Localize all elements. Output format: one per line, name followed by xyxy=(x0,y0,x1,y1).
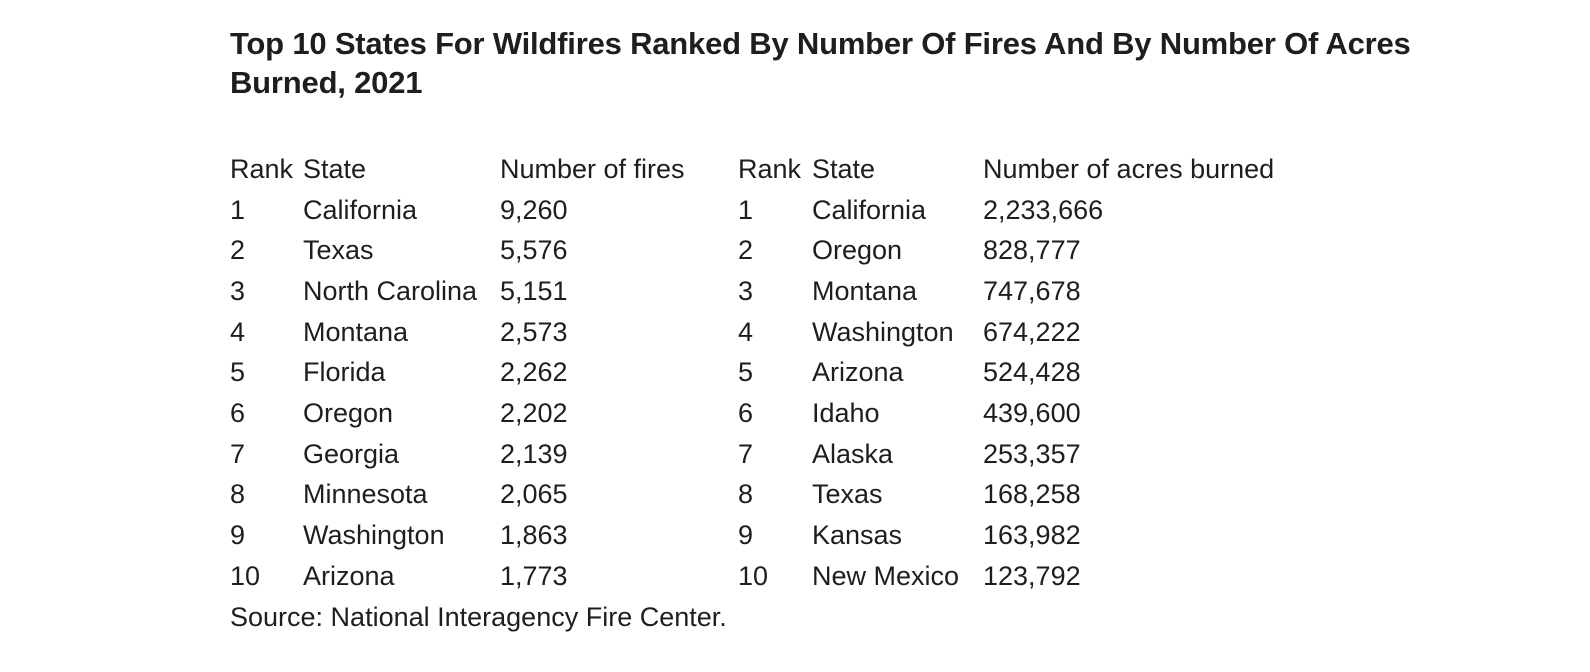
acres-value-cell: 163,982 xyxy=(983,520,1081,551)
acres-state-cell: Washington xyxy=(812,316,954,347)
page-title: Top 10 States For Wildfires Ranked By Nu… xyxy=(230,24,1411,102)
fires-state-cell: Washington xyxy=(303,520,445,551)
acres-rank-cell: 7 xyxy=(738,438,754,469)
fires-state-cell: Oregon xyxy=(303,397,394,428)
fires-rank-cell: 9 xyxy=(230,520,246,551)
fires-rank-cell: 8 xyxy=(230,479,246,510)
acres-state-cell: New Mexico xyxy=(812,560,960,591)
fires-value-cell: 1,863 xyxy=(500,520,568,551)
acres-state-cell: Oregon xyxy=(812,235,903,266)
acres-state-header: State xyxy=(812,153,876,184)
acres-rank-cell: 2 xyxy=(738,235,754,266)
acres-rank-cell: 6 xyxy=(738,397,754,428)
fires-state-cell: California xyxy=(303,194,418,225)
acres-state-cell: Arizona xyxy=(812,357,904,388)
fires-value-cell: 5,151 xyxy=(500,275,568,306)
table-row: 2 Texas 5,576 2 Oregon 828,777 xyxy=(230,230,1411,271)
fires-rank-cell: 1 xyxy=(230,194,246,225)
acres-rank-cell: 10 xyxy=(738,560,769,591)
acres-value-cell: 828,777 xyxy=(983,235,1081,266)
page-title-line-1: Top 10 States For Wildfires Ranked By Nu… xyxy=(230,26,1411,61)
acres-state-cell: Texas xyxy=(812,479,883,510)
fires-rank-cell: 6 xyxy=(230,397,246,428)
acres-value-cell: 168,258 xyxy=(983,479,1081,510)
fires-state-cell: Montana xyxy=(303,316,409,347)
acres-rank-cell: 9 xyxy=(738,520,754,551)
acres-rank-cell: 5 xyxy=(738,357,754,388)
fires-state-cell: Georgia xyxy=(303,438,400,469)
table-row: 7 Georgia 2,139 7 Alaska 253,357 xyxy=(230,434,1411,475)
fires-value-cell: 2,139 xyxy=(500,438,568,469)
acres-value-cell: 524,428 xyxy=(983,357,1081,388)
fires-value-cell: 2,573 xyxy=(500,316,568,347)
acres-value-cell: 439,600 xyxy=(983,397,1081,428)
fires-rank-cell: 5 xyxy=(230,357,246,388)
fires-rank-cell: 10 xyxy=(230,560,261,591)
fires-state-cell: North Carolina xyxy=(303,275,478,306)
acres-rank-cell: 3 xyxy=(738,275,754,306)
fires-value-cell: 2,202 xyxy=(500,397,568,428)
table-row: 6 Oregon 2,202 6 Idaho 439,600 xyxy=(230,393,1411,434)
table-row: 4 Montana 2,573 4 Washington 674,222 xyxy=(230,312,1411,353)
fires-rank-cell: 7 xyxy=(230,438,246,469)
table-row: 5 Florida 2,262 5 Arizona 524,428 xyxy=(230,352,1411,393)
acres-value-header: Number of acres burned xyxy=(983,153,1275,184)
fires-value-cell: 1,773 xyxy=(500,560,568,591)
acres-rank-cell: 4 xyxy=(738,316,754,347)
fires-state-cell: Minnesota xyxy=(303,479,428,510)
acres-state-cell: Alaska xyxy=(812,438,894,469)
acres-state-cell: Idaho xyxy=(812,397,880,428)
acres-value-cell: 253,357 xyxy=(983,438,1081,469)
fires-state-cell: Texas xyxy=(303,235,374,266)
table-row: 3 North Carolina 5,151 3 Montana 747,678 xyxy=(230,271,1411,312)
acres-state-cell: California xyxy=(812,194,927,225)
fires-state-cell: Arizona xyxy=(303,560,395,591)
table-row: 9 Washington 1,863 9 Kansas 163,982 xyxy=(230,515,1411,556)
document-content: Top 10 States For Wildfires Ranked By Nu… xyxy=(230,24,1411,637)
fires-value-cell: 5,576 xyxy=(500,235,568,266)
acres-state-cell: Kansas xyxy=(812,520,903,551)
acres-rank-cell: 8 xyxy=(738,479,754,510)
acres-state-cell: Montana xyxy=(812,275,918,306)
fires-rank-cell: 4 xyxy=(230,316,246,347)
table-row: 8 Minnesota 2,065 8 Texas 168,258 xyxy=(230,475,1411,516)
fires-rank-cell: 3 xyxy=(230,275,246,306)
table-body: 1 California 9,260 1 California 2,233,66… xyxy=(230,190,1411,597)
acres-value-cell: 123,792 xyxy=(983,560,1081,591)
fires-value-cell: 9,260 xyxy=(500,194,568,225)
acres-rank-header: Rank xyxy=(738,153,802,184)
fires-value-cell: 2,065 xyxy=(500,479,568,510)
fires-state-cell: Florida xyxy=(303,357,386,388)
table-row: 1 California 9,260 1 California 2,233,66… xyxy=(230,190,1411,231)
acres-value-cell: 2,233,666 xyxy=(983,194,1104,225)
fires-rank-header: Rank xyxy=(230,153,294,184)
acres-rank-cell: 1 xyxy=(738,194,754,225)
page-title-line-2: Burned, 2021 xyxy=(230,65,423,100)
table-row: 10 Arizona 1,773 10 New Mexico 123,792 xyxy=(230,556,1411,597)
table-header-row: Rank State Number of fires Rank State Nu… xyxy=(230,149,1411,190)
fires-value-cell: 2,262 xyxy=(500,357,568,388)
fires-value-header: Number of fires xyxy=(500,153,685,184)
source-note: Source: National Interagency Fire Center… xyxy=(230,601,727,632)
wildfire-rankings-table: Rank State Number of fires Rank State Nu… xyxy=(230,149,1411,597)
fires-state-header: State xyxy=(303,153,367,184)
acres-value-cell: 747,678 xyxy=(983,275,1081,306)
fires-rank-cell: 2 xyxy=(230,235,246,266)
acres-value-cell: 674,222 xyxy=(983,316,1081,347)
